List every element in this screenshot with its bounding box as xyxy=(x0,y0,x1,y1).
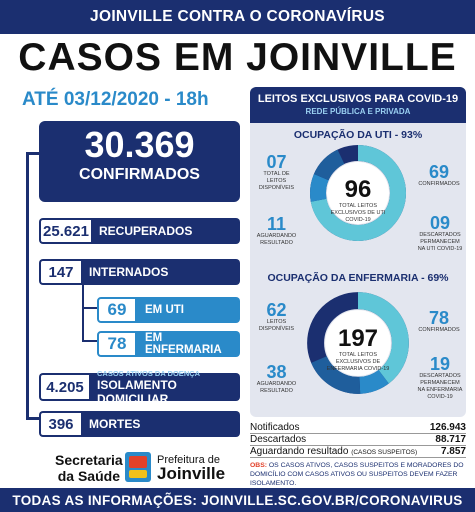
ward-discarded-value: 19 xyxy=(429,354,451,374)
ward-awaiting-value: 38 xyxy=(266,362,287,382)
confirmed-box: 30.369 CONFIRMADOS xyxy=(39,121,240,202)
uti-confirmed-label: CONFIRMADOS xyxy=(418,181,460,187)
summary-row: Descartados 88.717 xyxy=(250,434,466,446)
ward-available-label: LEITOS DISPONÍVEIS xyxy=(258,319,295,332)
stats-bracket xyxy=(26,152,39,420)
deaths-value: 396 xyxy=(39,411,81,437)
ward-total: 197 xyxy=(337,325,379,352)
confirmed-label: CONFIRMADOS xyxy=(79,166,200,183)
uti-label: EM UTI xyxy=(137,297,240,323)
ward-available-stat: 62 LEITOS DISPONÍVEIS xyxy=(254,301,299,333)
isolation-value: 4.205 xyxy=(39,373,89,401)
footer-banner: TODAS AS INFORMAÇÕES: JOINVILLE.SC.GOV.B… xyxy=(0,488,475,512)
report-date: ATÉ 03/12/2020 - 18h xyxy=(22,89,209,110)
secretaria-logo: Secretaria da Saúde xyxy=(55,452,123,484)
uti-available-stat: 07 TOTAL DE LEITOS DISPONÍVEIS xyxy=(254,153,299,192)
uti-discarded-label: DESCARTADOS Permanecem na UTI Covid-19 xyxy=(417,232,463,252)
ward-confirmed-stat: 78 CONFIRMADOS xyxy=(416,309,462,334)
isolation-row: 4.205 CASOS ATIVOS DA DOENÇA ISOLAMENTO … xyxy=(39,369,240,406)
deaths-row: 396 MORTES xyxy=(39,411,240,437)
hospitalized-label: INTERNADOS xyxy=(81,259,240,285)
ward-discarded-label: DESCARTADOS Permanecem na enfermaria Cov… xyxy=(417,373,463,400)
recovered-label: RECUPERADOS xyxy=(91,218,240,244)
uti-section-title: OCUPAÇÃO DA UTI - 93% xyxy=(293,129,423,141)
ward-donut-chart xyxy=(307,292,409,394)
discarded-label: Descartados xyxy=(250,434,307,445)
isolation-sublabel: CASOS ATIVOS DA DOENÇA xyxy=(97,368,201,378)
ward-discarded-stat: 19 DESCARTADOS Permanecem na enfermaria … xyxy=(416,355,464,401)
ward-awaiting-stat: 38 AGUARDANDO RESULTADO xyxy=(254,363,299,395)
footer-text: TODAS AS INFORMAÇÕES: JOINVILLE.SC.GOV.B… xyxy=(12,492,463,508)
discarded-value: 88.717 xyxy=(435,434,466,445)
uti-available-label: TOTAL DE LEITOS DISPONÍVEIS xyxy=(258,171,295,191)
uti-discarded-stat: 09 DESCARTADOS Permanecem na UTI Covid-1… xyxy=(416,214,464,253)
obs-key: OBS: xyxy=(250,462,267,469)
ward-total-label: TOTAL LEITOS EXCLUSIVOS DE ENFERMARIA CO… xyxy=(326,352,390,372)
uti-value: 69 xyxy=(97,297,137,323)
notified-label: Notificados xyxy=(250,422,300,433)
confirmed-value: 30.369 xyxy=(84,124,195,165)
prefeitura-line2: Joinville xyxy=(157,464,226,483)
notified-value: 126.943 xyxy=(429,422,466,433)
summary-row: Aguardando resultado (CASOS SUSPEITOS) 7… xyxy=(250,446,466,458)
hospital-connector xyxy=(82,285,97,342)
prefeitura-line1: Prefeitura de xyxy=(157,454,220,466)
uti-total-label: TOTAL LEITOS EXCLUSIVOS DE UTI COVID-19 xyxy=(330,203,386,223)
recovered-value: 25.621 xyxy=(39,218,91,244)
awaiting-value: 7.857 xyxy=(440,446,466,457)
beds-panel-header: LEITOS EXCLUSIVOS PARA COVID-19 REDE PÚB… xyxy=(250,87,466,123)
ward-confirmed-value: 78 xyxy=(428,308,450,328)
observation-note: OBS: OS CASOS ATIVOS, CASOS SUSPEITOS E … xyxy=(250,461,468,488)
ward-row: 78 EM ENFERMARIA xyxy=(97,331,240,357)
uti-total: 96 xyxy=(344,176,372,203)
uti-slice-discarded xyxy=(310,145,406,241)
ward-label: EM ENFERMARIA xyxy=(137,331,240,357)
page-title: CASOS EM JOINVILLE xyxy=(18,36,457,79)
obs-text: OS CASOS ATIVOS, CASOS SUSPEITOS E MORAD… xyxy=(250,462,464,487)
ward-confirmed-label: CONFIRMADOS xyxy=(418,327,460,333)
deaths-label: MORTES xyxy=(81,411,240,437)
uti-awaiting-value: 11 xyxy=(266,214,287,234)
hospital-connector-2 xyxy=(82,285,97,309)
ward-center: 197 TOTAL LEITOS EXCLUSIVOS DE ENFERMARI… xyxy=(323,326,393,373)
prefeitura-logo: Prefeitura de Joinville xyxy=(125,451,243,483)
uti-donut-chart xyxy=(310,145,406,241)
top-banner: JOINVILLE CONTRA O CORONAVÍRUS xyxy=(0,0,475,34)
uti-awaiting-stat: 11 AGUARDANDO RESULTADO xyxy=(254,215,299,247)
uti-row: 69 EM UTI xyxy=(97,297,240,323)
banner-text: JOINVILLE CONTRA O CORONAVÍRUS xyxy=(90,8,385,25)
coat-of-arms-icon xyxy=(125,452,151,482)
uti-awaiting-label: AGUARDANDO RESULTADO xyxy=(256,233,297,246)
hospitalized-row: 147 INTERNADOS xyxy=(39,259,240,285)
ward-available-value: 62 xyxy=(266,300,287,320)
uti-center: 96 TOTAL LEITOS EXCLUSIVOS DE UTI COVID-… xyxy=(323,177,393,224)
uti-discarded-value: 09 xyxy=(429,213,451,233)
secretaria-line1: Secretaria xyxy=(55,452,123,468)
ward-slice-awaiting xyxy=(307,292,409,394)
beds-panel-subtitle: REDE PÚBLICA E PRIVADA xyxy=(305,107,411,116)
ward-section-title: OCUPAÇÃO DA ENFERMARIA - 69% xyxy=(267,272,449,284)
summary-table: Notificados 126.943 Descartados 88.717 A… xyxy=(250,422,466,458)
awaiting-note: (CASOS SUSPEITOS) xyxy=(351,449,418,456)
isolation-label: ISOLAMENTO DOMICILIAR xyxy=(97,377,177,406)
isolation-label-group: CASOS ATIVOS DA DOENÇA ISOLAMENTO DOMICI… xyxy=(89,369,240,406)
uti-available-value: 07 xyxy=(266,152,287,172)
ward-value: 78 xyxy=(97,331,137,357)
secretaria-line2: da Saúde xyxy=(57,468,120,484)
ward-awaiting-label: AGUARDANDO RESULTADO xyxy=(256,381,297,394)
recovered-row: 25.621 RECUPERADOS xyxy=(39,218,240,244)
hospitalized-value: 147 xyxy=(39,259,81,285)
awaiting-label: Aguardando resultado xyxy=(250,446,349,457)
uti-confirmed-stat: 69 CONFIRMADOS xyxy=(416,163,462,188)
beds-panel: LEITOS EXCLUSIVOS PARA COVID-19 REDE PÚB… xyxy=(250,87,466,417)
beds-panel-title: LEITOS EXCLUSIVOS PARA COVID-19 xyxy=(257,93,459,105)
uti-confirmed-value: 69 xyxy=(428,162,450,182)
uti-slice-confirmed xyxy=(310,145,406,241)
summary-row: Notificados 126.943 xyxy=(250,422,466,434)
ward-slice-confirmed xyxy=(307,292,409,394)
